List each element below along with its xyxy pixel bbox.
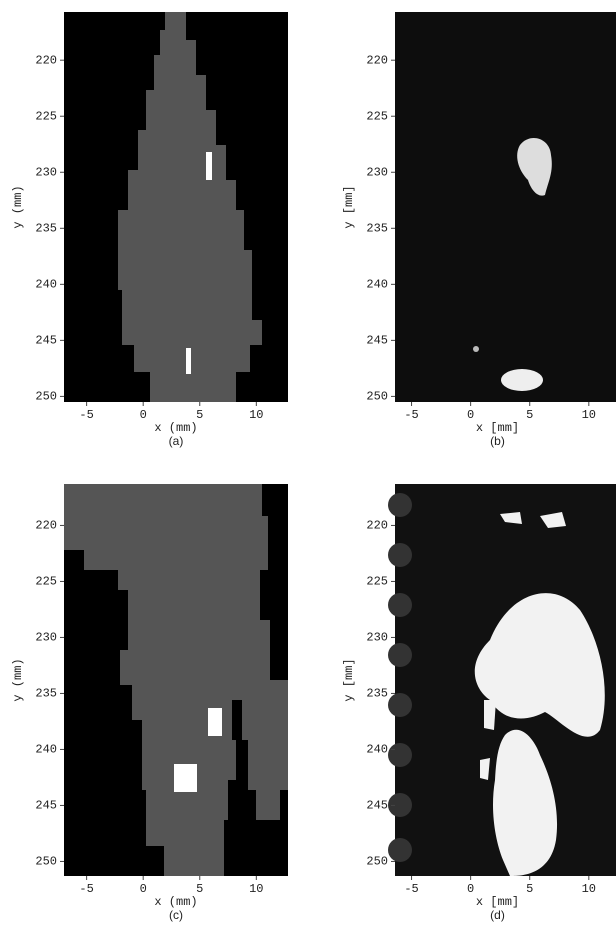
x-tick-label: 0	[467, 408, 474, 422]
x-axis-label: x (mm)	[154, 421, 197, 435]
y-tick-label: 235	[35, 687, 57, 701]
y-tick-label: 250	[366, 390, 388, 404]
y-tick-label: 225	[35, 575, 57, 589]
y-tick-label: 235	[366, 687, 388, 701]
x-tick-label: -5	[79, 882, 93, 896]
y-tick-label: 235	[366, 221, 388, 235]
y-tick-label: 225	[366, 109, 388, 123]
x-tick-label: -5	[79, 408, 93, 422]
y-tick-label: 230	[366, 631, 388, 645]
caption: (b)	[490, 434, 505, 448]
x-tick-label: 10	[582, 882, 596, 896]
x-tick-label: 5	[196, 882, 203, 896]
y-tick-label: 230	[35, 631, 57, 645]
y-tick-label: 245	[366, 334, 388, 348]
x-axis-label: x [mm]	[476, 895, 519, 909]
y-tick-label: 220	[366, 53, 388, 67]
x-tick-label: 10	[249, 408, 263, 422]
y-tick-label: 220	[366, 519, 388, 533]
y-tick-label: 235	[35, 221, 57, 235]
y-axis-label: y (mm)	[11, 658, 25, 701]
x-axis-label: x (mm)	[154, 895, 197, 909]
y-axis-label: y [mm]	[342, 185, 356, 228]
y-tick-label: 250	[35, 390, 57, 404]
y-tick-label: 240	[35, 743, 57, 757]
caption: (a)	[169, 434, 184, 448]
y-tick-label: 250	[366, 855, 388, 869]
caption: (c)	[169, 908, 183, 922]
x-tick-label: 0	[140, 408, 147, 422]
y-tick-label: 240	[366, 743, 388, 757]
y-tick-label: 245	[366, 799, 388, 813]
y-tick-label: 225	[35, 109, 57, 123]
x-axis-label: x [mm]	[476, 421, 519, 435]
x-tick-label: -5	[404, 882, 418, 896]
y-tick-label: 250	[35, 855, 57, 869]
y-tick-label: 225	[366, 575, 388, 589]
y-tick-label: 240	[35, 277, 57, 291]
y-tick-label: 240	[366, 277, 388, 291]
x-tick-label: 0	[467, 882, 474, 896]
x-tick-label: 10	[249, 882, 263, 896]
panel-b-image	[395, 12, 616, 402]
y-tick-label: 230	[366, 165, 388, 179]
y-tick-label: 245	[35, 799, 57, 813]
x-tick-label: 10	[582, 408, 596, 422]
panel-a-image	[64, 12, 288, 402]
y-axis-label: y (mm)	[11, 185, 25, 228]
panel-d-image	[388, 484, 616, 876]
caption: (d)	[490, 908, 505, 922]
x-tick-label: -5	[404, 408, 418, 422]
y-tick-label: 220	[35, 53, 57, 67]
y-tick-label: 230	[35, 165, 57, 179]
x-tick-label: 0	[140, 882, 147, 896]
y-axis-label: y [mm]	[342, 658, 356, 701]
x-tick-label: 5	[526, 882, 533, 896]
x-tick-label: 5	[526, 408, 533, 422]
x-tick-label: 5	[196, 408, 203, 422]
panel-c-image	[64, 484, 288, 876]
y-tick-label: 245	[35, 334, 57, 348]
y-tick-label: 220	[35, 519, 57, 533]
